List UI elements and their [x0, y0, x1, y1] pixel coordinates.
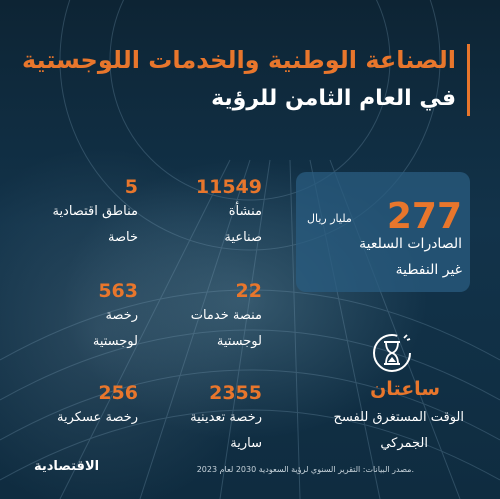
- data-source: مصدر البيانات: التقرير السنوي لرؤية السع…: [196, 465, 414, 474]
- stat-economic-zones: 5 مناطق اقتصادية خاصة: [52, 176, 138, 250]
- stat-logistics-platforms: 22 منصة خدمات لوجستية: [191, 280, 262, 354]
- stat-mining-licenses: 2355 رخصة تعدينية سارية: [190, 382, 262, 456]
- clearance-time-value: ساعتان: [370, 378, 440, 400]
- clearance-label-line2: الجمركي: [380, 436, 428, 451]
- stat-value: 5: [124, 176, 138, 198]
- page-subtitle: في العام الثامن للرؤية: [211, 86, 456, 111]
- exports-unit: مليار ريال: [307, 212, 352, 225]
- stat-label-line2: لوجستية: [92, 334, 138, 349]
- stat-label-line2: خاصة: [107, 230, 138, 245]
- stat-label-line2: صناعية: [224, 230, 262, 245]
- stat-label-line1: منصة خدمات: [190, 308, 262, 323]
- stat-value: 563: [98, 280, 138, 302]
- stat-label-line1: رخصة: [105, 308, 138, 323]
- stat-value: 256: [98, 382, 138, 404]
- page-title: الصناعة الوطنية والخدمات اللوجستية: [21, 46, 456, 74]
- stat-label-line2: لوجستية: [216, 334, 262, 349]
- stat-label-line2: سارية: [230, 436, 262, 451]
- stat-label-line1: مناطق اقتصادية: [52, 204, 138, 219]
- publisher-logo: الاقتصادية: [34, 459, 100, 474]
- exports-value: 277: [386, 196, 462, 237]
- stat-label-line1: رخصة تعدينية: [190, 410, 262, 425]
- stat-label-line1: رخصة عسكرية: [57, 410, 138, 425]
- stat-value: 22: [235, 280, 262, 302]
- exports-label-line1: الصادرات السلعية: [359, 236, 462, 252]
- stat-value: 2355: [209, 382, 262, 404]
- exports-card: [296, 172, 470, 292]
- stat-industrial-facilities: 11549 منشأة صناعية: [196, 176, 262, 250]
- stat-military-licenses: 256 رخصة عسكرية: [57, 382, 138, 430]
- stat-value: 11549: [195, 176, 262, 198]
- stat-label-line1: منشأة: [228, 204, 262, 219]
- exports-label-line2: غير النفطية: [395, 262, 462, 278]
- hourglass-icon: [373, 334, 411, 372]
- stat-logistics-licenses: 563 رخصة لوجستية: [93, 280, 138, 354]
- footer: مصدر البيانات: التقرير السنوي لرؤية السع…: [34, 459, 500, 481]
- title-accent-bar: [467, 44, 470, 116]
- clearance-label-line1: الوقت المستغرق للفسح: [333, 410, 464, 425]
